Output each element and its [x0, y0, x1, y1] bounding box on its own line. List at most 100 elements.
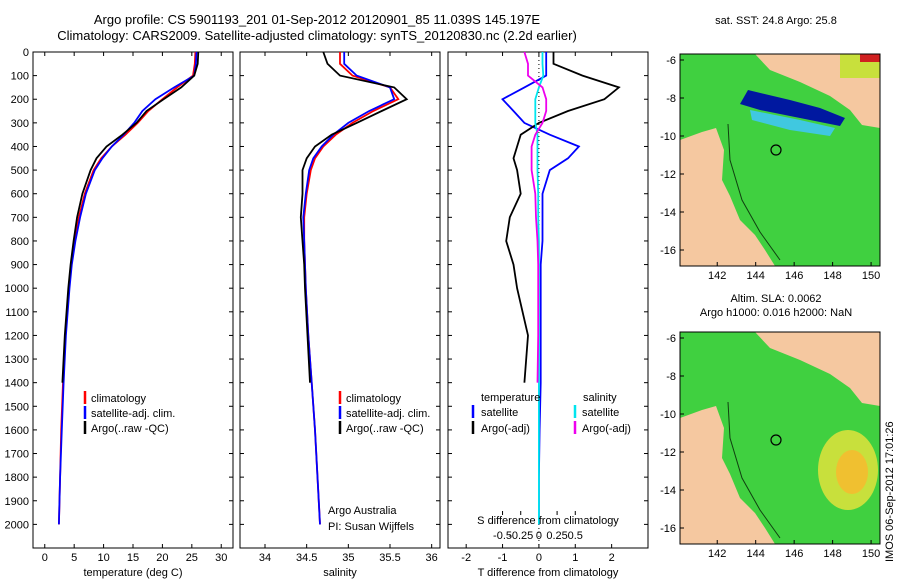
- diff-series-temperature-satellite: [501, 52, 581, 525]
- sal-legend-climatology-label: climatology: [346, 393, 402, 405]
- depth-tick-label: 500: [11, 165, 29, 177]
- depth-tick-label: 700: [11, 212, 29, 224]
- temp-xtick-label: 30: [215, 552, 227, 564]
- sst-map-lon-label: 148: [823, 270, 841, 282]
- depth-tick-label: 1400: [5, 378, 29, 390]
- sal-legend-argo-label: Argo(..raw -QC): [346, 423, 424, 435]
- map-top-title: sat. SST: 24.8 Argo: 25.8: [715, 15, 837, 27]
- sal-xtick-label: 34.5: [296, 552, 317, 564]
- sst-map-lat-label: -14: [660, 207, 676, 219]
- sla-map-lon-label: 146: [785, 548, 803, 560]
- legend-satellite-label: satellite-adj. clim.: [91, 408, 175, 420]
- sla-map-land-australia: [680, 406, 775, 544]
- salinity-panel-frame: [239, 51, 441, 549]
- depth-tick-label: 400: [11, 141, 29, 153]
- sst-map-land-png: [680, 54, 880, 128]
- diff-xtick-label: -1: [498, 552, 508, 564]
- sal-xtick-label: 35.5: [379, 552, 400, 564]
- sla-map-lat-label: -16: [660, 523, 676, 535]
- sla-map-lon-label: 142: [708, 548, 726, 560]
- depth-tick-label: 0: [23, 47, 29, 59]
- sst-map: [680, 54, 880, 266]
- side-timestamp-label: IMOS 06-Sep-2012 17:01:26: [884, 421, 896, 562]
- depth-tick-label: 1800: [5, 472, 29, 484]
- sst-map-lon-label: 144: [747, 270, 765, 282]
- temp-series-argo-raw-qc-: [61, 51, 200, 383]
- sal-series-satellite-adj-clim-: [302, 52, 396, 525]
- temp-xlabel: temperature (deg C): [83, 567, 182, 579]
- sst-map-lat-label: -6: [666, 55, 676, 67]
- sla-map-land-png: [680, 332, 880, 406]
- depth-tick-label: 600: [11, 189, 29, 201]
- diff-legend-s-argo-label: Argo(-adj): [582, 423, 631, 435]
- sal-xtick-label: 35: [342, 552, 354, 564]
- depth-tick-label: 1600: [5, 425, 29, 437]
- diff-s-tick-label: -0.25: [508, 530, 533, 542]
- sla-map-frame: [679, 331, 881, 545]
- depth-tick-label: 1900: [5, 496, 29, 508]
- credit-line2: PI: Susan Wijffels: [328, 521, 414, 533]
- depth-tick-label: 1700: [5, 449, 29, 461]
- map-bottom-title-1: Altim. SLA: 0.0062: [730, 293, 821, 305]
- temp-xtick-label: 15: [127, 552, 139, 564]
- diff-series-salinity-argo-adj-: [523, 51, 548, 383]
- sal-xtick-label: 34: [259, 552, 271, 564]
- map-bottom-title-2: Argo h1000: 0.016 h2000: NaN: [700, 307, 852, 319]
- diff-legend-t-argo-label: Argo(-adj): [481, 423, 530, 435]
- temp-series-climatology: [58, 51, 197, 525]
- sla-map-lat-label: -6: [666, 333, 676, 345]
- sst-map-cyan-band: [750, 110, 835, 136]
- diff-legend-s-sat-label: satellite: [582, 407, 619, 419]
- sla-map-lon-label: 148: [823, 548, 841, 560]
- diff-xlabel: T difference from climatology: [478, 567, 619, 579]
- temp-xtick-label: 0: [42, 552, 48, 564]
- temp-series-satellite-adj-clim-: [58, 51, 198, 525]
- sal-series-argo-raw-qc-: [299, 51, 409, 383]
- depth-tick-label: 1000: [5, 283, 29, 295]
- diff-s-tick-label: 0: [536, 530, 542, 542]
- depth-tick-label: 800: [11, 236, 29, 248]
- chart-title-line1: Argo profile: CS 5901193_201 01-Sep-2012…: [93, 12, 541, 27]
- depth-tick-label: 1300: [5, 354, 29, 366]
- sst-map-lat-label: -10: [660, 131, 676, 143]
- sst-map-hot-corner: [860, 54, 880, 62]
- legend-argo-label: Argo(..raw -QC): [91, 423, 169, 435]
- depth-tick-label: 200: [11, 94, 29, 106]
- temp-xtick-label: 5: [71, 552, 77, 564]
- depth-tick-label: 1500: [5, 401, 29, 413]
- sla-map-argo-position: [770, 434, 782, 446]
- sst-map-argo-position: [770, 144, 782, 156]
- sst-map-lat-label: -8: [666, 93, 676, 105]
- sst-map-lat-label: -12: [660, 169, 676, 181]
- sla-map-shelf-contour: [727, 401, 781, 539]
- diff-xtick-label: -2: [461, 552, 471, 564]
- sla-map-lat-label: -10: [660, 409, 676, 421]
- diff-s-tick-label: -0.5: [493, 530, 512, 542]
- diff-legend-temperature-head: temperature: [481, 392, 540, 404]
- sst-map-lon-label: 150: [862, 270, 880, 282]
- diff-series-temperature-argo-adj-: [505, 52, 621, 383]
- depth-tick-label: 1100: [5, 307, 29, 319]
- depth-tick-label: 900: [11, 260, 29, 272]
- sst-map-lon-label: 146: [785, 270, 803, 282]
- sst-map-shelf-contour: [727, 123, 781, 261]
- sst-map-frame: [679, 53, 881, 267]
- sla-map-lat-label: -14: [660, 485, 676, 497]
- sst-map-lat-label: -16: [660, 245, 676, 257]
- sst-map-land-australia: [680, 128, 775, 266]
- depth-tick-label: 100: [11, 71, 29, 83]
- diff-xtick-label: 0: [536, 552, 542, 564]
- temp-xtick-label: 20: [156, 552, 168, 564]
- depth-tick-label: 300: [11, 118, 29, 130]
- sla-map: [680, 332, 880, 544]
- sal-legend-satellite-label: satellite-adj. clim.: [346, 408, 430, 420]
- credit-line1: Argo Australia: [328, 505, 397, 517]
- temp-xtick-label: 10: [97, 552, 109, 564]
- sla-map-lat-label: -12: [660, 447, 676, 459]
- diff-legend-salinity-head: salinity: [583, 392, 617, 404]
- diff-xtick-label: 2: [609, 552, 615, 564]
- diff-series-salinity-satellite: [534, 52, 545, 525]
- sla-map-lon-label: 144: [747, 548, 765, 560]
- sal-xtick-label: 36: [426, 552, 438, 564]
- chart-title-line2: Climatology: CARS2009. Satellite-adjuste…: [57, 28, 577, 43]
